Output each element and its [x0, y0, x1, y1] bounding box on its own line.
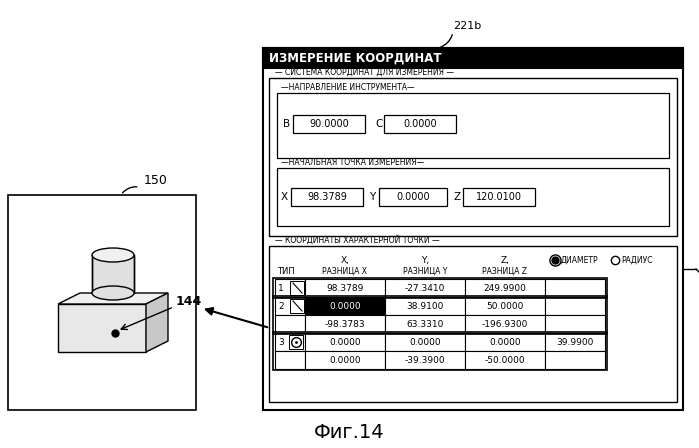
Text: ТИП: ТИП — [277, 267, 295, 276]
Text: — КООРДИНАТЫ ХАРАКТЕРНОЙ ТОЧКИ —: — КООРДИНАТЫ ХАРАКТЕРНОЙ ТОЧКИ — — [275, 235, 440, 245]
Bar — [275, 333, 305, 351]
Text: РАДИУС: РАДИУС — [621, 255, 652, 264]
Bar — [273, 278, 607, 298]
Bar — [465, 351, 545, 369]
Bar — [545, 333, 605, 351]
Text: B: B — [283, 119, 290, 129]
Bar — [379, 188, 447, 206]
Text: 98.3789: 98.3789 — [326, 284, 363, 293]
Bar — [293, 115, 365, 133]
Bar — [275, 315, 305, 333]
Bar — [8, 195, 196, 410]
Bar — [263, 48, 683, 410]
Text: —НАЧАЛЬНАЯ ТОЧКА ИЗМЕРЕНИЯ—: —НАЧАЛЬНАЯ ТОЧКА ИЗМЕРЕНИЯ— — [281, 158, 424, 167]
Text: 39.9900: 39.9900 — [556, 337, 593, 346]
Text: -196.9300: -196.9300 — [482, 319, 528, 328]
Text: Y: Y — [369, 192, 375, 202]
Bar — [269, 78, 677, 236]
Text: 0.0000: 0.0000 — [329, 356, 361, 365]
Text: 98.3789: 98.3789 — [307, 192, 347, 202]
Text: -50.0000: -50.0000 — [484, 356, 526, 365]
Text: 38.9100: 38.9100 — [406, 302, 444, 310]
Bar — [291, 188, 363, 206]
Bar — [289, 335, 303, 349]
Bar — [275, 351, 305, 369]
Polygon shape — [146, 293, 168, 352]
Bar — [277, 93, 669, 158]
Bar — [545, 279, 605, 297]
Bar — [277, 168, 669, 226]
Text: ДИАМЕТР: ДИАМЕТР — [561, 255, 598, 264]
Bar — [273, 332, 607, 370]
Text: Фиг.14: Фиг.14 — [314, 422, 384, 441]
Text: 50.0000: 50.0000 — [487, 302, 524, 310]
Text: 120.0100: 120.0100 — [476, 192, 522, 202]
Text: РАЗНИЦА Z: РАЗНИЦА Z — [482, 267, 528, 276]
Text: ИЗМЕРЕНИЕ КООРДИНАТ: ИЗМЕРЕНИЕ КООРДИНАТ — [269, 52, 442, 65]
Text: 1: 1 — [278, 284, 284, 293]
Bar — [465, 279, 545, 297]
Text: РАЗНИЦА X: РАЗНИЦА X — [322, 267, 368, 276]
Bar — [290, 281, 304, 295]
Text: -27.3410: -27.3410 — [405, 284, 445, 293]
Text: Y,: Y, — [421, 255, 429, 264]
Text: 249.9900: 249.9900 — [484, 284, 526, 293]
Text: -39.3900: -39.3900 — [405, 356, 445, 365]
Text: Z: Z — [454, 192, 461, 202]
Bar — [463, 188, 535, 206]
Text: -98.3783: -98.3783 — [325, 319, 366, 328]
Bar — [465, 297, 545, 315]
Bar — [465, 315, 545, 333]
Ellipse shape — [92, 286, 134, 300]
Text: 0.0000: 0.0000 — [329, 302, 361, 310]
Bar — [385, 333, 465, 351]
Bar — [305, 315, 385, 333]
Text: — СИСТЕМА КООРДИНАТ ДЛЯ ИЗМЕРЕНИЯ —: — СИСТЕМА КООРДИНАТ ДЛЯ ИЗМЕРЕНИЯ — — [275, 68, 454, 77]
Bar — [545, 351, 605, 369]
Text: 0.0000: 0.0000 — [489, 337, 521, 346]
Text: C: C — [375, 119, 382, 129]
Ellipse shape — [92, 248, 134, 262]
Text: 2: 2 — [278, 302, 284, 310]
Bar — [305, 279, 385, 297]
Text: 90.0000: 90.0000 — [309, 119, 349, 129]
Bar — [384, 115, 456, 133]
Text: 0.0000: 0.0000 — [409, 337, 441, 346]
Text: X,: X, — [340, 255, 350, 264]
Text: 150: 150 — [143, 173, 167, 186]
Bar — [545, 297, 605, 315]
Text: X: X — [281, 192, 288, 202]
Bar — [545, 315, 605, 333]
Bar — [263, 48, 683, 68]
Bar — [385, 351, 465, 369]
Text: —НАПРАВЛЕНИЕ ИНСТРУМЕНТА—: —НАПРАВЛЕНИЕ ИНСТРУМЕНТА— — [281, 83, 415, 92]
Bar — [305, 297, 385, 315]
Bar — [465, 333, 545, 351]
Bar — [275, 297, 305, 315]
Text: 63.3310: 63.3310 — [406, 319, 444, 328]
Polygon shape — [58, 304, 146, 352]
Text: РАЗНИЦА Y: РАЗНИЦА Y — [403, 267, 447, 276]
Bar — [385, 315, 465, 333]
Bar — [305, 333, 385, 351]
Text: 0.0000: 0.0000 — [403, 119, 437, 129]
Bar — [275, 279, 305, 297]
Text: 3: 3 — [278, 337, 284, 346]
Text: Z,: Z, — [500, 255, 510, 264]
Text: 221b: 221b — [453, 21, 481, 31]
Text: 225: 225 — [698, 264, 699, 274]
Bar — [385, 279, 465, 297]
Bar — [273, 296, 607, 334]
Text: 144: 144 — [176, 295, 202, 308]
Bar — [385, 297, 465, 315]
Bar — [269, 246, 677, 402]
Text: 0.0000: 0.0000 — [329, 337, 361, 346]
Bar — [305, 351, 385, 369]
Text: 0.0000: 0.0000 — [396, 192, 430, 202]
Bar — [290, 299, 304, 313]
Bar — [92, 255, 134, 293]
Polygon shape — [58, 293, 168, 304]
